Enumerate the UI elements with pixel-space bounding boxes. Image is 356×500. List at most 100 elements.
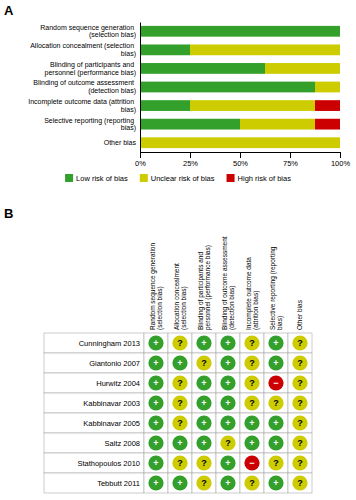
tick-label: Allocation concealment (selection bias) <box>30 42 136 58</box>
judgment <box>220 375 235 390</box>
legend-item: High risk of bias <box>227 174 292 183</box>
judgment <box>268 475 283 490</box>
judgment <box>172 395 187 410</box>
tick-label: Blinding of outcome assessment (detectio… <box>33 79 136 95</box>
judgment <box>220 415 235 430</box>
cell <box>288 333 312 353</box>
row-labels: Cunningham 2013Giantonio 2007Hurwitz 200… <box>44 333 144 493</box>
row-label: Giantonio 2007 <box>89 359 140 368</box>
label-line: bias) <box>121 50 136 58</box>
cell <box>288 473 312 493</box>
judgment <box>148 335 163 350</box>
row-cell <box>44 393 144 413</box>
judgment <box>268 415 283 430</box>
series <box>140 26 340 130</box>
label-line: (detection bias) <box>88 87 136 95</box>
judgment <box>196 395 211 410</box>
judgment-symbol: ? <box>273 458 279 468</box>
cell <box>192 473 216 493</box>
label-line: personnel (performance bias) <box>45 69 136 77</box>
cells: +?++?+?++?+?+?+?++?−?+?++???+?++++?+++?+… <box>144 333 312 493</box>
judgment <box>292 355 307 370</box>
judgment <box>196 435 211 450</box>
judgment <box>148 415 163 430</box>
row-cell <box>44 413 144 433</box>
judgment-symbol: ? <box>297 458 303 468</box>
judgment-symbol: + <box>177 438 182 448</box>
cell <box>240 473 264 493</box>
judgment-symbol: ? <box>177 458 183 468</box>
legend-item: Low risk of bias <box>65 174 128 183</box>
cell <box>144 473 168 493</box>
cell <box>288 413 312 433</box>
judgment-symbol: + <box>153 458 158 468</box>
judgment-symbol: + <box>201 338 206 348</box>
cell <box>168 433 192 453</box>
bar <box>265 63 340 74</box>
tick: 100% <box>331 152 351 168</box>
cell <box>288 373 312 393</box>
judgment <box>292 415 307 430</box>
judgment-symbol: + <box>225 338 230 348</box>
series <box>315 100 340 129</box>
judgment <box>268 355 283 370</box>
cell <box>192 433 216 453</box>
cell <box>240 393 264 413</box>
cell <box>192 373 216 393</box>
label-line: bias) <box>276 316 284 330</box>
bar <box>315 119 340 130</box>
judgment <box>244 455 259 470</box>
cell <box>216 453 240 473</box>
judgment <box>196 375 211 390</box>
judgment <box>148 355 163 370</box>
bar <box>140 119 240 130</box>
label-line: personnel (performance bias) <box>204 245 212 330</box>
row-cell <box>44 433 144 453</box>
judgment-symbol: + <box>225 458 230 468</box>
judgment-symbol: + <box>177 478 182 488</box>
bar <box>140 100 190 111</box>
bar <box>240 119 315 130</box>
tick-mark <box>240 152 241 158</box>
cell <box>240 413 264 433</box>
bar <box>340 137 341 148</box>
judgment <box>244 335 259 350</box>
judgment-symbol: ? <box>249 478 255 488</box>
label-line: Other bias <box>296 299 303 330</box>
bar <box>140 137 340 148</box>
judgment <box>172 455 187 470</box>
judgment-symbol: ? <box>297 358 303 368</box>
judgment-symbol: + <box>177 358 182 368</box>
judgment <box>196 475 211 490</box>
cell <box>264 473 288 493</box>
tick-label: 50% <box>233 159 248 168</box>
column-header: Random sequence generation (selection bi… <box>149 241 164 330</box>
tick: Blinding of participants and personnel (… <box>45 61 136 77</box>
judgment <box>196 415 211 430</box>
cell <box>192 393 216 413</box>
label-line: Other bias <box>104 139 137 146</box>
cell <box>216 393 240 413</box>
cell <box>192 413 216 433</box>
judgment-symbol: ? <box>177 378 183 388</box>
judgment <box>172 335 187 350</box>
cell <box>288 453 312 473</box>
cell <box>240 453 264 473</box>
tick-mark <box>190 152 191 158</box>
tick-mark <box>290 152 291 158</box>
bar <box>190 100 315 111</box>
row-label: Stathopoulos 2010 <box>77 459 140 468</box>
column-header: Selective reporting (reporting bias) <box>269 245 284 330</box>
judgment-symbol: + <box>153 338 158 348</box>
bar <box>340 44 341 55</box>
judgment <box>220 475 235 490</box>
judgment-symbol: + <box>225 418 230 428</box>
judgment-symbol: + <box>249 438 254 448</box>
tick: 50% <box>233 152 248 168</box>
judgment-symbol: + <box>273 478 278 488</box>
judgment-symbol: + <box>273 438 278 448</box>
bars <box>140 26 340 148</box>
figure: ARandom sequence generation (selection b… <box>0 0 356 500</box>
judgment-symbol: + <box>201 378 206 388</box>
cell <box>144 333 168 353</box>
